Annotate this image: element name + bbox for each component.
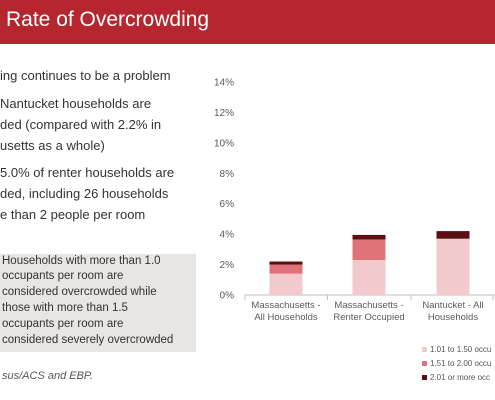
bar-segment-2-3 [352, 234, 386, 240]
bullet-line-7: e than 2 people per room [0, 207, 146, 222]
note-line-5: occupants per room are [2, 318, 124, 330]
bullet-line-3: ded (compared with 2.2% in [0, 117, 162, 132]
x-category-label: Massachusetts - [251, 300, 320, 311]
source-note: sus/ACS and EBP. [2, 370, 93, 382]
title-bar: Rate of Overcrowding [0, 0, 495, 44]
bar-segment-1-1 [269, 273, 303, 295]
bullet-line-5: 5.0% of renter households are [0, 165, 175, 180]
legend-item-3: 2.01 or more occ [422, 373, 490, 382]
y-tick-label: 8% [220, 169, 235, 180]
bullet-line-2: Nantucket households are [0, 96, 152, 111]
bar-segment-1-3 [269, 261, 303, 265]
y-tick-label: 2% [220, 260, 235, 271]
note-line-6: considered severely overcrowded [2, 334, 174, 346]
x-category-label: Massachusetts - [334, 300, 403, 311]
legend-swatch-2 [422, 361, 427, 367]
bullet-line-6: ded, including 26 households [0, 186, 169, 201]
bar-segment-2-1 [352, 260, 386, 295]
y-tick-label: 6% [220, 199, 235, 210]
legend-label-1: 1.01 to 1.50 occu [430, 345, 492, 354]
y-tick-label: 4% [220, 230, 235, 241]
bar-segment-1-2 [269, 264, 303, 274]
bar-segment-3-3 [436, 231, 470, 239]
note-line-2: occupants per room are [2, 270, 124, 282]
legend-item-1: 1.01 to 1.50 occu [422, 345, 491, 354]
x-category-label: All Households [254, 312, 318, 323]
bullet-line-4: usetts as a whole) [0, 138, 105, 153]
bar-segment-2-2 [352, 239, 386, 261]
x-category-label: Households [428, 312, 478, 323]
note-line-1: Households with more than 1.0 [2, 255, 161, 267]
slide-title: Rate of Overcrowding [6, 8, 210, 31]
note-line-4: those with more than 1.5 [2, 302, 128, 314]
legend-swatch-1 [422, 347, 427, 353]
legend-label-3: 2.01 or more occ [430, 373, 491, 382]
note-line-3: considered overcrowded while [2, 286, 157, 298]
y-tick-label: 14% [214, 78, 234, 89]
y-tick-label: 12% [214, 108, 234, 119]
legend-label-2: 1.51 to 2.00 occu [430, 359, 492, 368]
legend-item-2: 1.51 to 2.00 occu [422, 359, 491, 368]
bar-segment-3-1 [436, 238, 470, 295]
x-category-label: Nantucket - All [422, 300, 483, 311]
x-category-label: Renter Occupied [333, 312, 404, 323]
bullet-line-1: ing continues to be a problem [0, 68, 171, 83]
legend-swatch-3 [422, 375, 427, 381]
definition-note-box: Households with more than 1.0 occupants … [0, 254, 196, 352]
y-tick-label: 0% [220, 291, 235, 302]
y-tick-label: 10% [214, 138, 234, 149]
